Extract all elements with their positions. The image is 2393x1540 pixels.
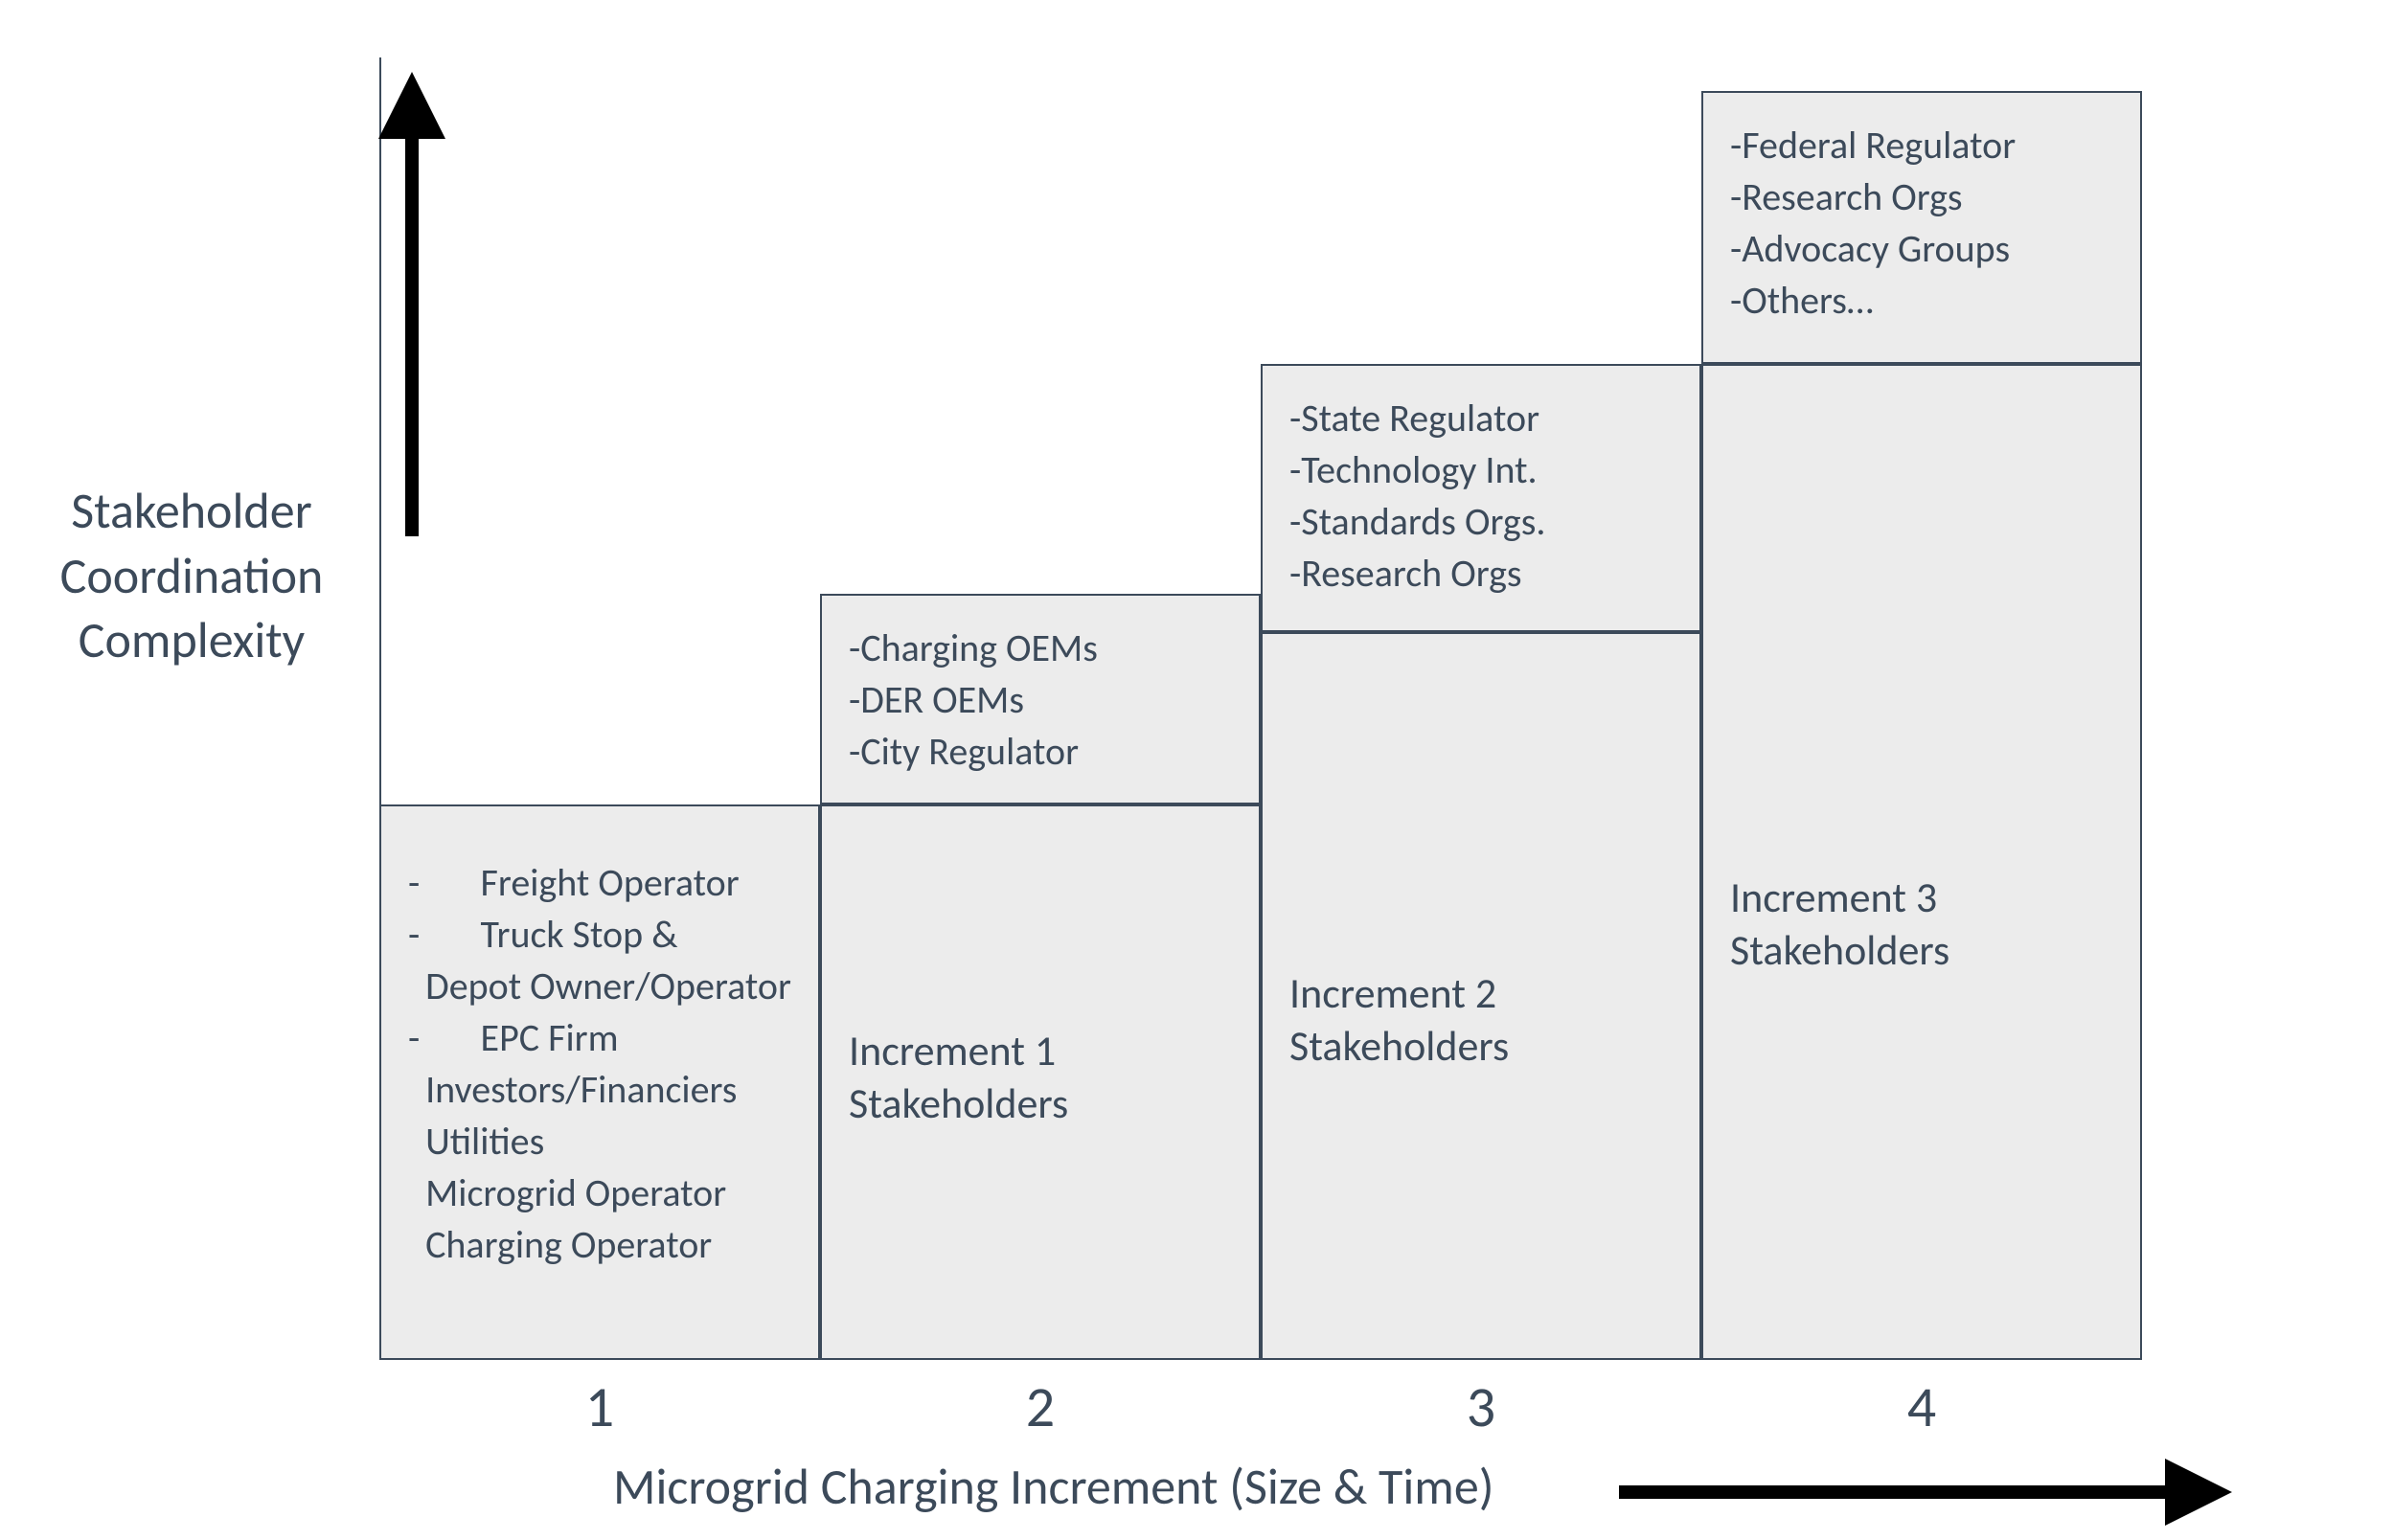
lower-label-line1: Increment 2 bbox=[1289, 967, 1509, 1020]
x-axis-label: Microgrid Charging Increment (Size & Tim… bbox=[613, 1456, 1493, 1517]
x-tick-1: 1 bbox=[571, 1372, 628, 1442]
increment-1-item-7: Charging Operator bbox=[408, 1219, 810, 1271]
increment-1-item-5: Utilities bbox=[408, 1116, 810, 1167]
y-axis-arrow bbox=[345, 72, 479, 570]
y-axis-label-line3: Complexity bbox=[29, 608, 354, 673]
increment-1-item-3: - EPC Firm bbox=[408, 1012, 810, 1064]
increment-3-item-2: -Standards Orgs. bbox=[1289, 496, 1692, 548]
diagram-canvas: - Freight Operator- Truck Stop & Depot O… bbox=[0, 0, 2393, 1540]
increment-1-item-2: Depot Owner/Operator bbox=[408, 961, 810, 1012]
increment-1-item-6: Microgrid Operator bbox=[408, 1167, 810, 1219]
x-tick-2: 2 bbox=[1012, 1372, 1069, 1442]
lower-label-line2: Stakeholders bbox=[1730, 924, 1949, 977]
increment-2-item-1: -DER OEMs bbox=[849, 674, 1251, 726]
increment-3-item-1: -Technology Int. bbox=[1289, 444, 1692, 496]
y-axis-label: StakeholderCoordinationComplexity bbox=[29, 479, 354, 673]
increment-3-lower-label: Increment 2Stakeholders bbox=[1289, 967, 1509, 1073]
x-tick-4: 4 bbox=[1893, 1372, 1950, 1442]
increment-4-items: -Federal Regulator-Research Orgs-Advocac… bbox=[1730, 120, 2132, 327]
y-axis-label-line2: Coordination bbox=[29, 544, 354, 609]
lower-label-line2: Stakeholders bbox=[1289, 1020, 1509, 1073]
increment-3-item-0: -State Regulator bbox=[1289, 393, 1692, 444]
increment-4-item-1: -Research Orgs bbox=[1730, 171, 2132, 223]
increment-4-item-0: -Federal Regulator bbox=[1730, 120, 2132, 171]
increment-3-items: -State Regulator-Technology Int.-Standar… bbox=[1289, 393, 1692, 600]
lower-label-line1: Increment 3 bbox=[1730, 872, 1949, 924]
increment-2-items: -Charging OEMs-DER OEMs-City Regulator bbox=[849, 623, 1251, 778]
increment-4-item-2: -Advocacy Groups bbox=[1730, 223, 2132, 275]
y-axis-label-line1: Stakeholder bbox=[29, 479, 354, 544]
increment-1-item-4: Investors/Financiers bbox=[408, 1064, 810, 1116]
increment-2-item-0: -Charging OEMs bbox=[849, 623, 1251, 674]
lower-label-line1: Increment 1 bbox=[849, 1025, 1068, 1077]
increment-4-lower-label: Increment 3Stakeholders bbox=[1730, 872, 1949, 977]
increment-1-item-1: - Truck Stop & bbox=[408, 909, 810, 961]
increment-3-item-3: -Research Orgs bbox=[1289, 548, 1692, 600]
increment-4-item-3: -Others… bbox=[1730, 275, 2132, 327]
x-axis-arrow bbox=[1619, 1444, 2232, 1540]
lower-label-line2: Stakeholders bbox=[849, 1077, 1068, 1130]
increment-1-items: - Freight Operator- Truck Stop & Depot O… bbox=[408, 857, 810, 1271]
x-tick-3: 3 bbox=[1452, 1372, 1510, 1442]
increment-1-item-0: - Freight Operator bbox=[408, 857, 810, 909]
increment-4-lower-box bbox=[1701, 364, 2142, 1360]
increment-2-lower-label: Increment 1Stakeholders bbox=[849, 1025, 1068, 1130]
increment-2-item-2: -City Regulator bbox=[849, 726, 1251, 778]
